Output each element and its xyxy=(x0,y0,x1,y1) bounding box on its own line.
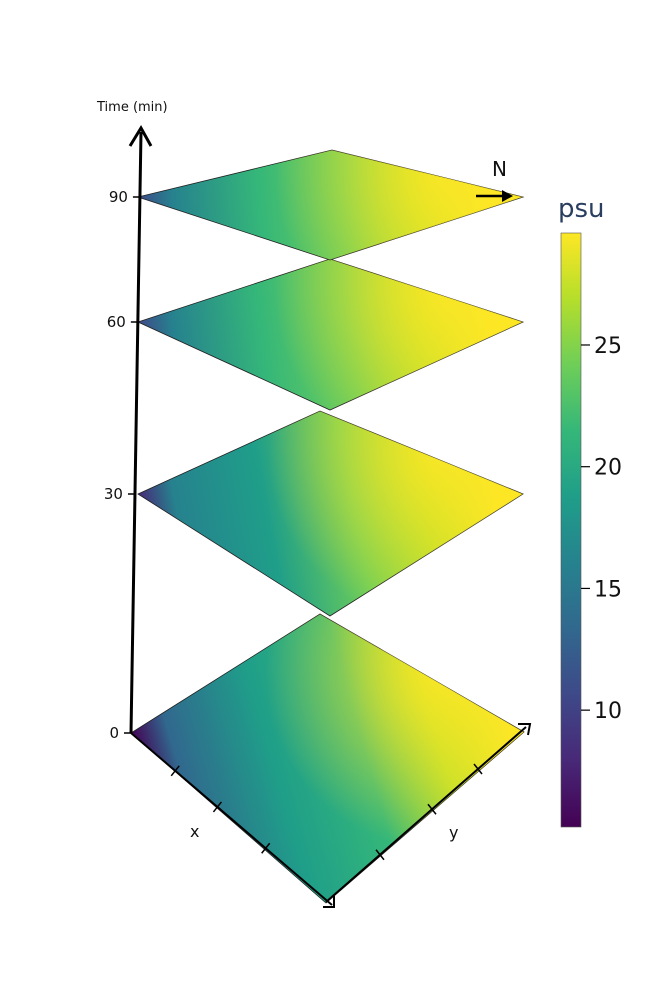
floor-tick-mark xyxy=(261,842,271,854)
floor-tick-mark xyxy=(427,803,437,815)
colorbar-title: psu xyxy=(558,194,605,224)
north-indicator: N xyxy=(476,157,513,202)
y-axis-line xyxy=(325,726,527,903)
colorbar-tick-label: 25 xyxy=(594,334,622,359)
floor-tick-mark xyxy=(170,765,180,777)
time-axis-title: Time (min) xyxy=(96,100,168,115)
slice-t60-highlight xyxy=(138,259,523,410)
colorbar: psu 10 15 20 25 xyxy=(558,194,622,828)
time-axis-ticks: 0 30 60 90 xyxy=(104,188,140,742)
time-axis: Time (min) 0 30 60 90 xyxy=(96,100,168,742)
floor-tick-mark xyxy=(212,801,223,813)
colorbar-tick-label: 10 xyxy=(594,699,622,724)
colorbar-gradient xyxy=(560,232,582,828)
time-axis-line xyxy=(129,131,143,734)
floor-axis-ticks xyxy=(170,763,483,861)
floor-axes: x y xyxy=(130,723,532,908)
time-tick-label: 60 xyxy=(107,313,126,331)
y-axis-label: y xyxy=(449,823,458,842)
floor-tick-mark xyxy=(473,763,483,775)
slice-t30-highlight xyxy=(138,411,523,616)
colorbar-ticks: 10 15 20 25 xyxy=(581,334,622,724)
slices-layer xyxy=(130,149,525,904)
colorbar-tick-label: 15 xyxy=(594,577,622,602)
time-axis-arrowhead xyxy=(128,125,153,147)
time-tick-label: 0 xyxy=(109,724,119,742)
y-axis-arrowhead xyxy=(518,723,532,736)
north-arrow-icon xyxy=(502,190,513,202)
north-label: N xyxy=(492,157,507,181)
colorbar-tick-label: 20 xyxy=(594,456,622,481)
x-axis-label: x xyxy=(190,822,199,841)
slice-t0-highlight xyxy=(131,614,524,903)
slice-t90-highlight xyxy=(138,150,523,260)
time-tick-label: 30 xyxy=(104,485,123,503)
x-axis-arrowhead xyxy=(323,896,335,908)
floor-tick-mark xyxy=(375,849,385,861)
time-tick-label: 90 xyxy=(109,188,128,206)
x-axis-line xyxy=(130,732,333,906)
